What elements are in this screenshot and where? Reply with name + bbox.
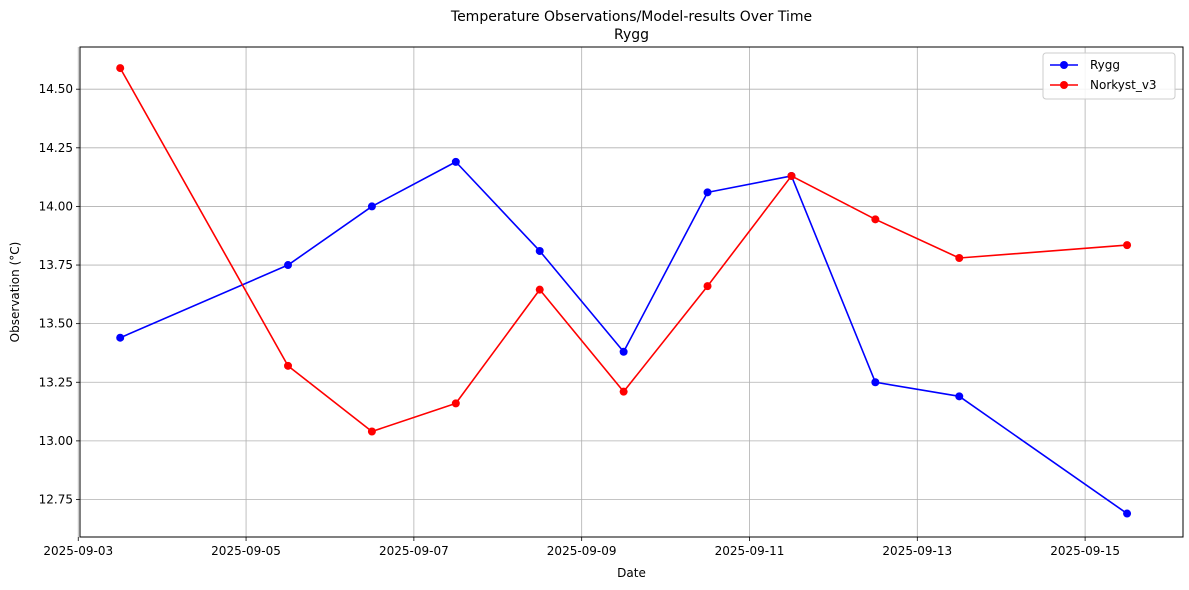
x-tick-label: 2025-09-05 bbox=[211, 544, 281, 558]
y-tick-label: 14.00 bbox=[39, 199, 73, 213]
data-point bbox=[1123, 509, 1132, 518]
y-axis-label: Observation (°C) bbox=[8, 242, 22, 343]
data-point bbox=[451, 157, 460, 166]
data-point bbox=[535, 246, 544, 255]
y-tick-label: 14.25 bbox=[39, 141, 73, 155]
legend-label: Rygg bbox=[1090, 58, 1120, 72]
data-point bbox=[451, 399, 460, 408]
data-point bbox=[367, 427, 376, 436]
plot-area-frame bbox=[79, 46, 1184, 538]
data-point bbox=[1123, 241, 1132, 250]
y-tick-label: 13.25 bbox=[39, 375, 73, 389]
x-axis-ticks: 2025-09-03 2025-09-05 2025-09-07 2025-09-09… bbox=[43, 537, 1120, 558]
data-point bbox=[619, 387, 628, 396]
y-tick-label: 13.75 bbox=[39, 258, 73, 272]
y-axis-ticks: 12.75 13.00 13.25 13.50 13.75 14.00 14.25 14.50 bbox=[39, 82, 80, 506]
data-point bbox=[871, 215, 880, 224]
y-tick-label: 13.00 bbox=[39, 434, 73, 448]
chart-subtitle: Rygg bbox=[614, 27, 649, 43]
x-tick-label: 2025-09-13 bbox=[882, 544, 952, 558]
data-point bbox=[703, 188, 712, 197]
y-tick-label: 12.75 bbox=[39, 492, 73, 506]
data-point bbox=[871, 378, 880, 387]
chart-title: Temperature Observations/Model-results O… bbox=[450, 9, 812, 25]
data-point bbox=[116, 64, 125, 73]
data-point bbox=[955, 254, 964, 263]
series-layer bbox=[116, 64, 1132, 518]
data-point bbox=[284, 361, 293, 370]
legend: Rygg Norkyst_v3 bbox=[1042, 52, 1176, 100]
x-tick-label: 2025-09-09 bbox=[547, 544, 617, 558]
data-point bbox=[703, 282, 712, 291]
data-point bbox=[787, 171, 796, 180]
data-point bbox=[955, 392, 964, 401]
legend-marker bbox=[1060, 61, 1068, 69]
legend-label: Norkyst_v3 bbox=[1090, 78, 1157, 92]
data-point bbox=[284, 261, 293, 270]
x-axis-label: Date bbox=[617, 566, 646, 580]
y-tick-label: 14.50 bbox=[39, 82, 73, 96]
x-tick-label: 2025-09-07 bbox=[379, 544, 449, 558]
legend-marker bbox=[1060, 81, 1068, 89]
data-point bbox=[116, 333, 125, 342]
y-tick-label: 13.50 bbox=[39, 317, 73, 331]
x-tick-label: 2025-09-15 bbox=[1050, 544, 1120, 558]
x-tick-label: 2025-09-11 bbox=[715, 544, 785, 558]
data-point bbox=[367, 202, 376, 211]
x-tick-label: 2025-09-03 bbox=[43, 544, 113, 558]
data-point bbox=[535, 285, 544, 294]
data-point bbox=[619, 347, 628, 356]
